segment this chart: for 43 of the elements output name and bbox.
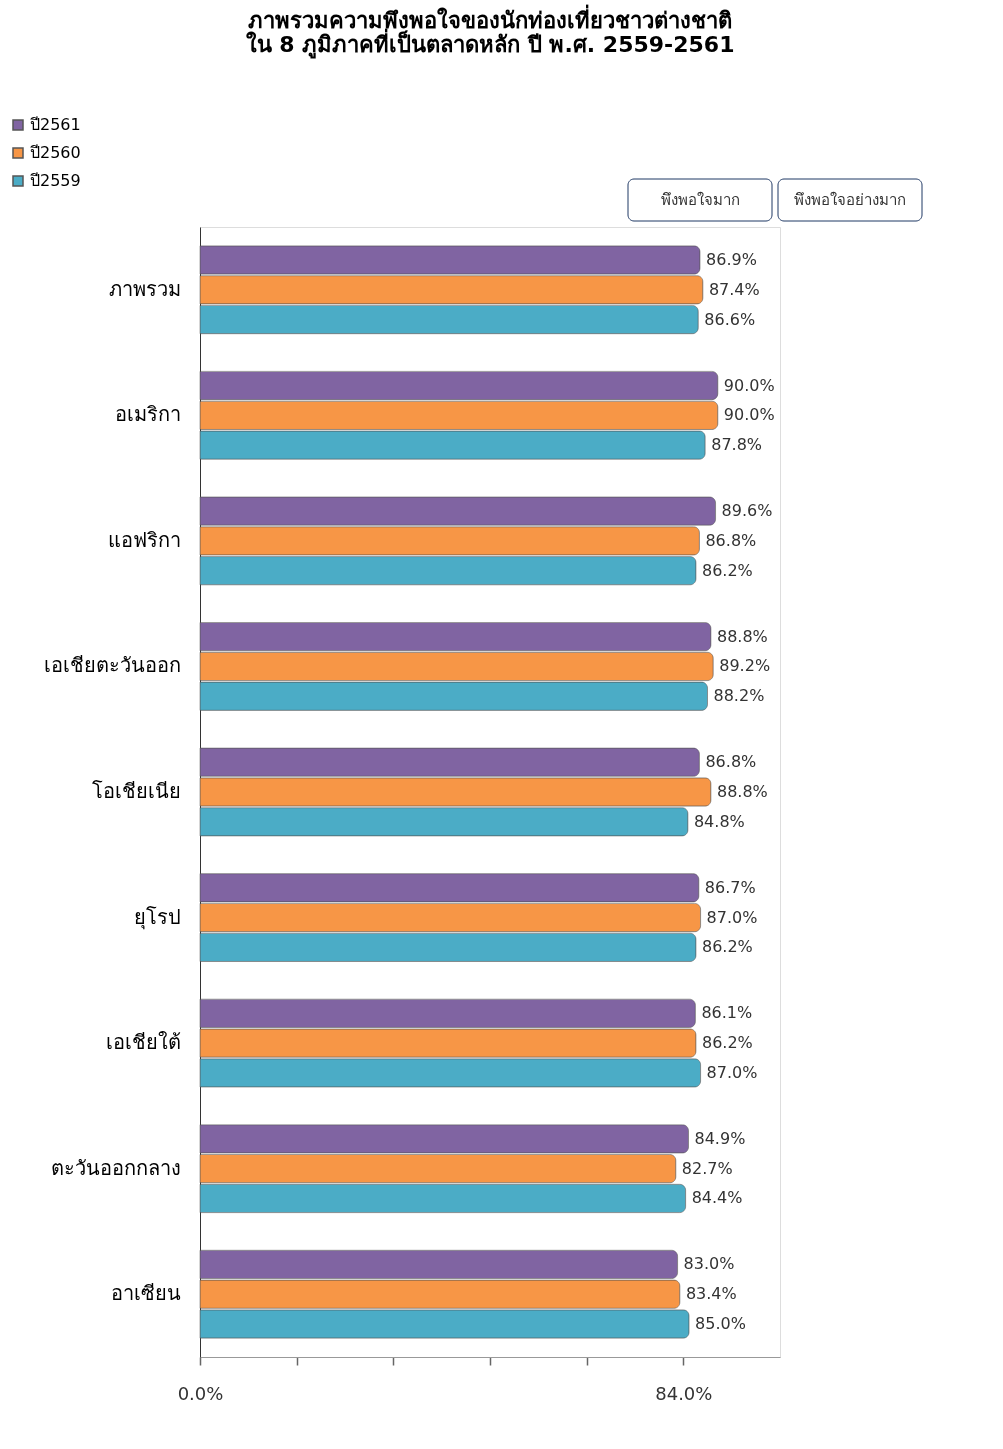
data-label: 84.8% bbox=[693, 811, 745, 831]
data-label: 86.6% bbox=[704, 309, 756, 329]
text: พึงพอใจมาก bbox=[660, 191, 740, 209]
data-label: 87.8% bbox=[711, 435, 763, 455]
legend-label: ปี2559 bbox=[30, 171, 81, 190]
y-tick-label: อเมริกา bbox=[114, 402, 181, 427]
data-label: 86.8% bbox=[705, 752, 757, 772]
data-label: 85.0% bbox=[695, 1314, 746, 1334]
legend-label: ปี2561 bbox=[30, 115, 81, 134]
data-label: 86.2% bbox=[701, 937, 753, 957]
x-tick-label: 0.0% bbox=[177, 1382, 224, 1404]
data-label: 83.0% bbox=[683, 1254, 735, 1274]
y-tick-label: เอเชียตะวันออก bbox=[43, 653, 181, 678]
data-label: 86.9% bbox=[706, 249, 757, 269]
text: พึงพอใจอย่างมาก bbox=[794, 191, 906, 209]
data-label: 83.4% bbox=[685, 1284, 737, 1304]
x-tick-label: 84.0% bbox=[655, 1382, 713, 1404]
data-label: 86.2% bbox=[701, 1033, 753, 1053]
y-tick-label: อาเซียน bbox=[110, 1281, 181, 1306]
y-tick-label: ภาพรวม bbox=[108, 276, 181, 301]
y-tick-label: แอฟริกา bbox=[107, 527, 181, 552]
data-label: 82.7% bbox=[681, 1158, 733, 1178]
data-label: 89.6% bbox=[721, 501, 773, 521]
data-label: 90.0% bbox=[723, 405, 775, 425]
data-label: 86.1% bbox=[701, 1003, 753, 1023]
y-tick-label: ยุโรป bbox=[133, 904, 181, 930]
data-label: 88.8% bbox=[716, 782, 768, 801]
y-tick-label: เอเชียใต้ bbox=[105, 1030, 181, 1055]
data-label: 86.8% bbox=[705, 530, 757, 550]
data-label: 84.9% bbox=[694, 1128, 746, 1148]
data-label: 88.8% bbox=[716, 626, 768, 646]
data-label: 87.0% bbox=[706, 1062, 758, 1082]
y-tick-label: โอเชียเนีย bbox=[91, 779, 181, 803]
data-label: 90.0% bbox=[723, 375, 775, 395]
data-label: 86.2% bbox=[701, 560, 753, 580]
data-label: 86.7% bbox=[704, 877, 756, 897]
data-label: 88.2% bbox=[713, 686, 765, 706]
y-tick-label: ตะวันออกกลาง bbox=[50, 1155, 181, 1180]
data-label: 87.4% bbox=[708, 279, 760, 299]
data-label: 87.0% bbox=[706, 907, 758, 927]
legend-label: ปี2560 bbox=[30, 143, 81, 162]
data-label: 89.2% bbox=[719, 656, 771, 676]
data-label: 84.4% bbox=[691, 1188, 743, 1208]
